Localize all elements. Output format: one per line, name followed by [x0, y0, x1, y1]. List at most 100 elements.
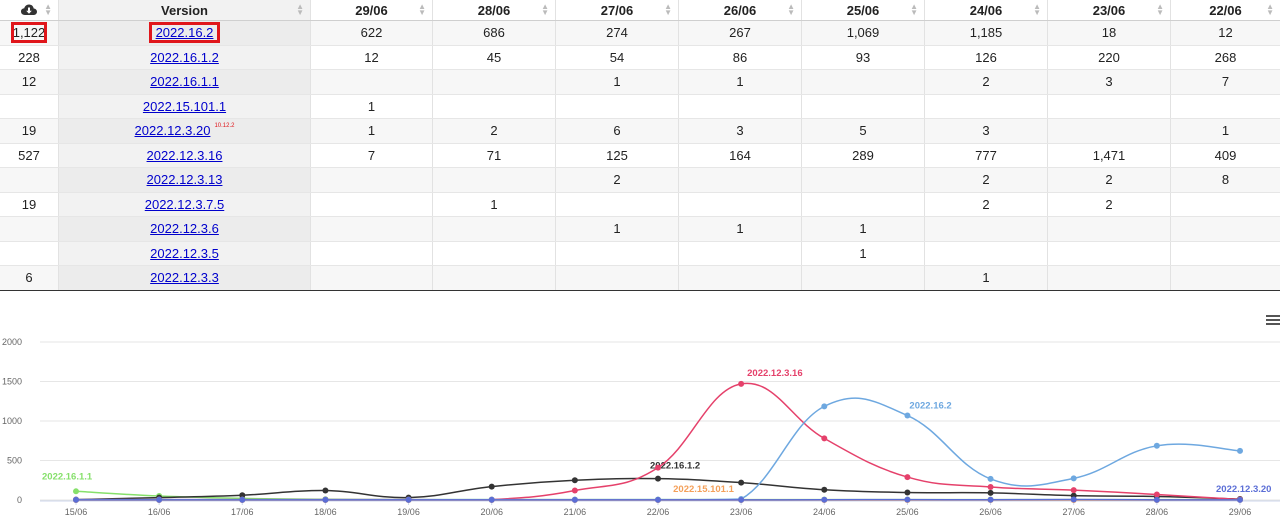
- date-header-label: 24/06: [970, 3, 1003, 18]
- data-point: [655, 465, 661, 471]
- column-header-date[interactable]: 23/06▲▼: [1047, 0, 1170, 20]
- daily-count-cell: 2: [924, 70, 1047, 94]
- sort-arrows-icon[interactable]: ▲▼: [910, 4, 918, 16]
- daily-count: 409: [1215, 148, 1237, 163]
- version-cell: 2022.12.3.6: [58, 217, 310, 241]
- version-link[interactable]: 2022.12.3.7.5: [145, 197, 225, 212]
- data-point: [738, 497, 744, 503]
- daily-count: 86: [733, 50, 747, 65]
- sort-arrows-icon[interactable]: ▲▼: [296, 4, 304, 16]
- daily-count-cell: [924, 242, 1047, 266]
- daily-count-cell: 1,185: [924, 21, 1047, 45]
- data-point: [1154, 491, 1160, 497]
- column-header-downloads[interactable]: ▲▼: [0, 0, 58, 20]
- daily-count: 54: [610, 50, 624, 65]
- download-count-cell: [0, 95, 58, 119]
- version-link[interactable]: 2022.12.3.16: [147, 148, 223, 163]
- version-link[interactable]: 2022.16.2: [149, 22, 221, 43]
- hamburger-menu-icon[interactable]: [1266, 315, 1280, 327]
- version-link[interactable]: 2022.15.101.1: [143, 99, 226, 114]
- x-tick-label: 17/06: [231, 507, 254, 517]
- download-count-cell: 19: [0, 119, 58, 143]
- data-point: [572, 497, 578, 503]
- sort-arrows-icon[interactable]: ▲▼: [1266, 4, 1274, 16]
- daily-count: 125: [606, 148, 628, 163]
- sort-arrows-icon[interactable]: ▲▼: [1156, 4, 1164, 16]
- data-point: [572, 488, 578, 494]
- daily-count-cell: 2: [1047, 168, 1170, 192]
- sort-arrows-icon[interactable]: ▲▼: [787, 4, 795, 16]
- daily-count-cell: 1: [678, 70, 801, 94]
- daily-count-cell: 267: [678, 21, 801, 45]
- daily-count-cell: 12: [1170, 21, 1280, 45]
- daily-count-cell: [432, 242, 555, 266]
- date-header-label: 29/06: [355, 3, 388, 18]
- sort-arrows-icon[interactable]: ▲▼: [664, 4, 672, 16]
- version-link[interactable]: 2022.12.3.20: [135, 123, 211, 138]
- column-header-date[interactable]: 25/06 ▲▼: [801, 0, 924, 20]
- sort-arrows-icon[interactable]: ▲▼: [1033, 4, 1041, 16]
- daily-count-cell: [801, 95, 924, 119]
- version-link[interactable]: 2022.16.1.2: [150, 50, 219, 65]
- column-header-version[interactable]: Version▲▼: [58, 0, 310, 20]
- daily-count: 2: [982, 74, 989, 89]
- sort-arrows-icon[interactable]: ▲▼: [44, 4, 52, 16]
- daily-count-cell: 1: [924, 266, 1047, 290]
- date-header-label: 25/06: [847, 3, 880, 18]
- download-count-cell: 19: [0, 193, 58, 217]
- daily-count: 289: [852, 148, 874, 163]
- version-link[interactable]: 2022.12.3.6: [150, 221, 219, 236]
- date-header-label: 28/06: [478, 3, 511, 18]
- data-point: [738, 381, 744, 387]
- data-point: [1237, 448, 1243, 454]
- column-header-date[interactable]: 27/06▲▼: [555, 0, 678, 20]
- daily-count-cell: [310, 217, 432, 241]
- daily-count-cell: [432, 70, 555, 94]
- daily-count-cell: [555, 266, 678, 290]
- daily-count-cell: 2: [1047, 193, 1170, 217]
- data-point: [489, 484, 495, 490]
- data-point: [738, 480, 744, 486]
- daily-count: 1: [736, 74, 743, 89]
- sort-arrows-icon[interactable]: ▲▼: [418, 4, 426, 16]
- daily-count-cell: 686: [432, 21, 555, 45]
- version-cell: 2022.12.3.13: [58, 168, 310, 192]
- daily-count-cell: [678, 168, 801, 192]
- data-point: [73, 497, 79, 503]
- series-data-label: 2022.12.3.20: [1216, 484, 1271, 495]
- daily-count-cell: 409: [1170, 144, 1280, 168]
- data-point: [572, 477, 578, 483]
- daily-count-cell: [432, 95, 555, 119]
- version-link[interactable]: 2022.12.3.3: [150, 270, 219, 285]
- version-link[interactable]: 2022.12.3.5: [150, 246, 219, 261]
- daily-count: 686: [483, 25, 505, 40]
- sort-arrows-icon[interactable]: ▲▼: [541, 4, 549, 16]
- data-point: [904, 474, 910, 480]
- version-cell: 2022.12.3.16: [58, 144, 310, 168]
- column-header-date[interactable]: 29/06 ▲▼: [310, 0, 432, 20]
- daily-count-cell: 2: [924, 193, 1047, 217]
- table-header: ▲▼Version▲▼29/06▲▼28/06▲▼27/06▲▼26/06▲▼2…: [0, 0, 1280, 21]
- column-header-date[interactable]: 24/06 ▲▼: [924, 0, 1047, 20]
- download-count-cell: 6: [0, 266, 58, 290]
- version-link[interactable]: 2022.12.3.13: [147, 172, 223, 187]
- daily-count-cell: [1047, 242, 1170, 266]
- data-point: [1154, 497, 1160, 503]
- column-header-date[interactable]: 28/06 ▲▼: [432, 0, 555, 20]
- data-point: [988, 490, 994, 496]
- column-header-date[interactable]: 22/06▲▼: [1170, 0, 1280, 20]
- daily-count-cell: [678, 193, 801, 217]
- version-cell: 2022.16.1.2: [58, 46, 310, 70]
- version-link[interactable]: 2022.16.1.1: [150, 74, 219, 89]
- download-count: 1,122: [11, 22, 48, 43]
- daily-count-cell: [801, 266, 924, 290]
- x-tick-label: 19/06: [397, 507, 420, 517]
- data-point: [904, 497, 910, 503]
- daily-count-cell: 125: [555, 144, 678, 168]
- column-header-date[interactable]: 26/06▲▼: [678, 0, 801, 20]
